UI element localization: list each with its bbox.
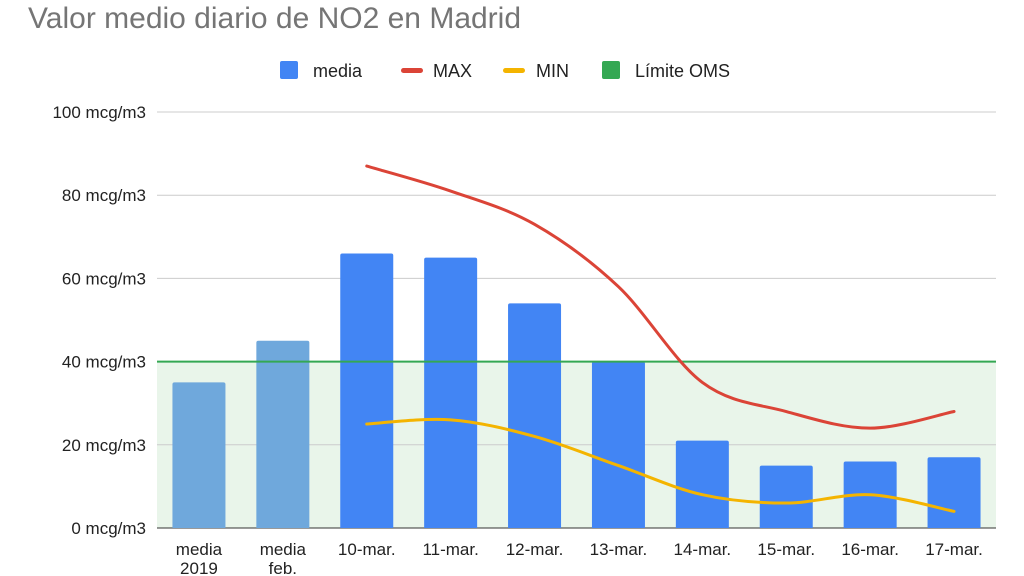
bar-media <box>759 465 813 528</box>
legend: media MAX MIN Límite OMS <box>280 61 730 81</box>
legend-swatch <box>602 61 620 79</box>
y-tick-label: 100 mcg/m3 <box>52 103 146 122</box>
series-lines <box>365 164 956 513</box>
y-tick-label: 0 mcg/m3 <box>71 519 146 538</box>
y-axis-labels: 0 mcg/m3 20 mcg/m3 40 mcg/m3 60 mcg/m3 80 mc… <box>52 103 146 538</box>
bar-media <box>591 361 645 528</box>
legend-label: Límite OMS <box>635 61 730 81</box>
x-tick-label: 15-mar. <box>757 540 815 559</box>
x-tick-label: 13-mar. <box>590 540 648 559</box>
x-tick-label: 10-mar. <box>338 540 396 559</box>
x-tick-label: media <box>260 540 307 559</box>
legend-label: MIN <box>536 61 569 81</box>
line-max <box>365 164 956 430</box>
x-tick-label: media <box>176 540 223 559</box>
x-tick-label: 12-mar. <box>506 540 564 559</box>
bar-media <box>172 382 226 528</box>
bar-media <box>424 257 478 528</box>
legend-swatch <box>401 68 423 73</box>
x-tick-label: 17-mar. <box>925 540 983 559</box>
legend-label: MAX <box>433 61 472 81</box>
bar-media <box>508 303 562 528</box>
x-tick-label: 2019 <box>180 559 218 576</box>
legend-swatch <box>503 68 525 73</box>
y-tick-label: 80 mcg/m3 <box>62 186 146 205</box>
legend-label: media <box>313 61 363 81</box>
y-tick-label: 20 mcg/m3 <box>62 436 146 455</box>
bar-media <box>675 440 729 528</box>
bar-media <box>927 457 981 528</box>
x-tick-label: feb. <box>269 559 297 576</box>
line-min <box>365 417 956 513</box>
x-tick-label: 14-mar. <box>674 540 732 559</box>
x-tick-label: 11-mar. <box>422 540 478 559</box>
bar-media <box>340 253 394 528</box>
y-tick-label: 60 mcg/m3 <box>62 269 146 288</box>
legend-swatch <box>280 61 298 79</box>
chart-title: Valor medio diario de NO2 en Madrid <box>28 2 522 35</box>
bar-media <box>256 340 310 528</box>
y-tick-label: 40 mcg/m3 <box>62 353 146 372</box>
x-tick-label: 16-mar. <box>841 540 899 559</box>
